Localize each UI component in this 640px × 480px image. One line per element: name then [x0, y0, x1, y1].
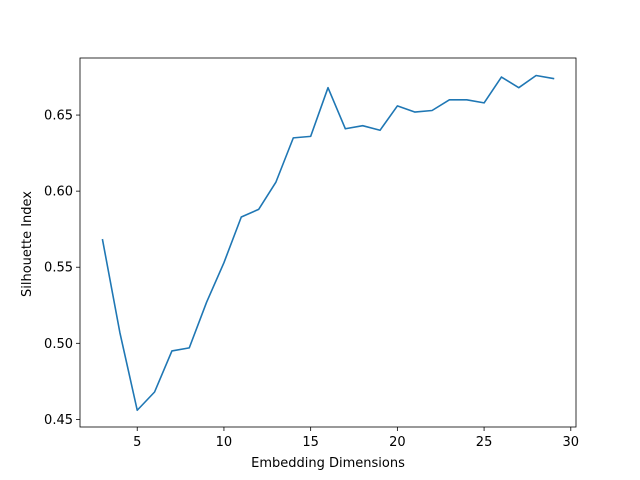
- x-tick-label: 20: [389, 435, 406, 450]
- y-tick-label: 0.60: [44, 185, 73, 200]
- axes-frame: [79, 57, 577, 428]
- series-line-0: [101, 74, 555, 412]
- plot-area: 5 10 15 20 25 30 0.45 0.50 0.55 0.60 0.65: [44, 57, 580, 450]
- y-tick-label: 0.65: [44, 109, 73, 124]
- x-tick-label: 15: [302, 435, 319, 450]
- y-tick-label: 0.50: [44, 337, 73, 352]
- y-tick-label: 0.55: [44, 261, 73, 276]
- x-tick-label: 5: [133, 435, 141, 450]
- x-tick-label: 10: [216, 435, 233, 450]
- x-tick-label: 25: [476, 435, 493, 450]
- x-tick-label: 30: [563, 435, 580, 450]
- y-tick-label: 0.45: [44, 413, 73, 428]
- x-axis-label: Embedding Dimensions: [251, 456, 405, 471]
- y-axis-label: Silhouette Index: [20, 191, 35, 297]
